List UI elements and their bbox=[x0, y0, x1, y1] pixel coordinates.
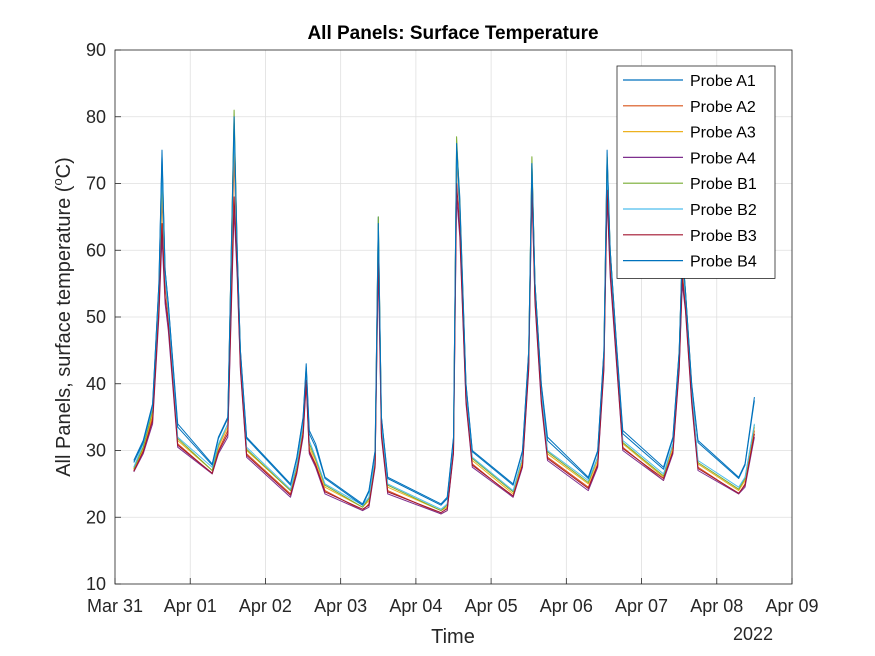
chart-title: All Panels: Surface Temperature bbox=[307, 23, 598, 44]
y-tick-label: 30 bbox=[86, 441, 106, 461]
x-tick-label: Mar 31 bbox=[87, 596, 143, 616]
y-tick-label: 40 bbox=[86, 374, 106, 394]
legend-label: Probe A3 bbox=[690, 125, 756, 142]
year-label: 2022 bbox=[733, 624, 773, 644]
legend-label: Probe A2 bbox=[690, 99, 756, 116]
legend-label: Probe B2 bbox=[690, 202, 757, 219]
legend-label: Probe B1 bbox=[690, 176, 757, 193]
y-tick-label: 10 bbox=[86, 574, 106, 594]
y-axis-label-unit: C) bbox=[53, 157, 75, 178]
x-tick-label: Apr 06 bbox=[540, 596, 593, 616]
legend-label: Probe B4 bbox=[690, 254, 757, 271]
x-tick-label: Apr 03 bbox=[314, 596, 367, 616]
series-line bbox=[133, 129, 755, 510]
x-axis-label: Time bbox=[431, 626, 475, 648]
y-axis-label-superscript: o bbox=[50, 178, 65, 185]
y-tick-label: 80 bbox=[86, 107, 106, 127]
series-line bbox=[133, 189, 755, 515]
legend-label: Probe B3 bbox=[690, 228, 757, 245]
series-line bbox=[133, 183, 755, 514]
x-tick-label: Apr 05 bbox=[465, 596, 518, 616]
y-tick-label: 50 bbox=[86, 307, 106, 327]
y-axis-label-main: All Panels, surface temperature ( bbox=[53, 185, 75, 477]
y-axis: 10 20 30 40 50 60 70 80 90 bbox=[86, 40, 121, 594]
x-tick-label: Apr 04 bbox=[389, 596, 442, 616]
y-tick-label: 70 bbox=[86, 174, 106, 194]
x-axis: Mar 31 Apr 01 Apr 02 Apr 03 Apr 04 Apr 05 Apr … bbox=[87, 578, 819, 616]
legend-label: Probe A1 bbox=[690, 73, 756, 90]
y-axis-label: All Panels, surface temperature (oC) bbox=[50, 157, 75, 477]
series-line bbox=[133, 116, 755, 506]
y-tick-label: 60 bbox=[86, 240, 106, 260]
y-tick-label: 90 bbox=[86, 40, 106, 60]
x-tick-label: Apr 01 bbox=[164, 596, 217, 616]
x-tick-label: Apr 08 bbox=[690, 596, 743, 616]
legend-box bbox=[616, 65, 776, 279]
y-tick-label: 20 bbox=[86, 507, 106, 527]
x-tick-label: Apr 09 bbox=[765, 596, 818, 616]
x-tick-label: Apr 07 bbox=[615, 596, 668, 616]
legend-label: Probe A4 bbox=[690, 150, 756, 167]
legend: Probe A1 Probe A2 Probe A3 Probe A4 Probe B1… bbox=[616, 65, 776, 279]
x-tick-label: Apr 02 bbox=[239, 596, 292, 616]
series-group bbox=[133, 109, 755, 515]
